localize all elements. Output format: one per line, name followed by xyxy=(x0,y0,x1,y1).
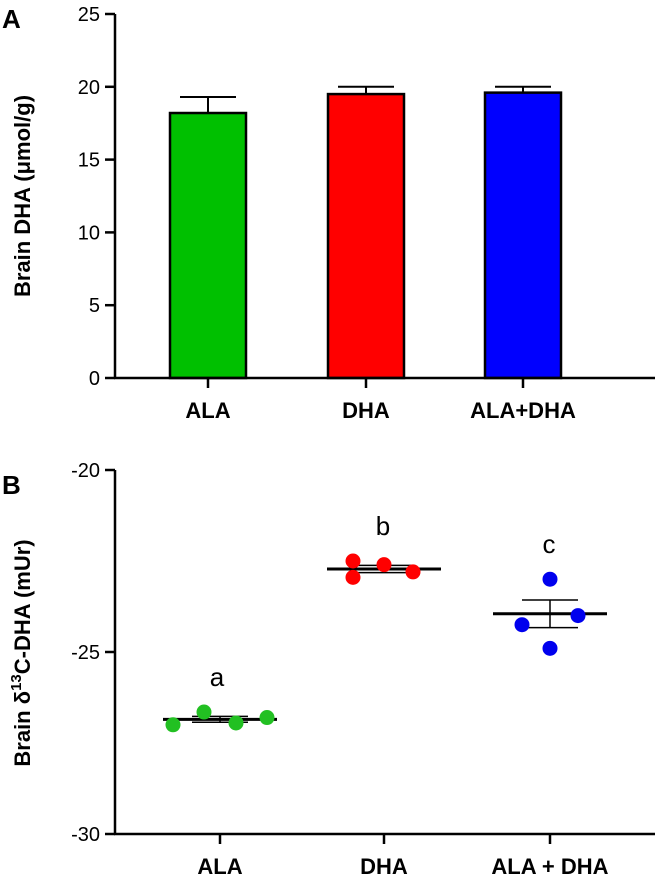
bar xyxy=(168,111,248,380)
y-tick-label: -20 xyxy=(71,460,100,482)
data-point xyxy=(196,704,212,720)
y-tick-label: 5 xyxy=(89,295,100,317)
x-tick-label: ALA + DHA xyxy=(491,854,608,879)
y-tick-label: 10 xyxy=(78,222,100,244)
y-title-prefix: Brain δ xyxy=(10,691,35,767)
y-tick-label: 15 xyxy=(78,150,100,172)
x-tick-label: ALA xyxy=(185,398,230,423)
y-tick-label: -30 xyxy=(71,824,100,846)
data-point xyxy=(570,608,586,624)
y-tick-label: 25 xyxy=(78,4,100,26)
y-axis-title: Brain δ13C-DHA (mUr) xyxy=(8,539,35,766)
panel-letter-b: B xyxy=(2,470,21,500)
significance-letter: a xyxy=(210,662,225,692)
data-point xyxy=(259,710,275,726)
bar xyxy=(483,91,563,380)
data-point xyxy=(165,717,181,733)
y-axis-title: Brain DHA (μmol/g) xyxy=(10,95,35,297)
x-tick-label: ALA xyxy=(197,854,242,879)
data-point xyxy=(542,640,558,656)
data-point xyxy=(405,564,421,580)
x-tick-label: ALA+DHA xyxy=(470,398,576,423)
y-tick-label: 20 xyxy=(78,77,100,99)
significance-letter: c xyxy=(543,529,556,559)
data-point xyxy=(542,571,558,587)
y-title-suffix: C-DHA (mUr) xyxy=(10,539,35,674)
panel-letter-a: A xyxy=(2,4,21,34)
y-tick-label: -25 xyxy=(71,642,100,664)
data-point xyxy=(376,557,392,573)
y-title-superscript: 13 xyxy=(8,674,25,691)
y-tick-label: 0 xyxy=(89,368,100,390)
data-point xyxy=(228,715,244,731)
bar xyxy=(326,92,406,380)
data-point xyxy=(345,553,361,569)
significance-letter: b xyxy=(376,511,390,541)
data-point xyxy=(514,617,530,633)
x-tick-label: DHA xyxy=(342,398,390,423)
x-tick-label: DHA xyxy=(360,854,408,879)
data-point xyxy=(345,569,361,585)
